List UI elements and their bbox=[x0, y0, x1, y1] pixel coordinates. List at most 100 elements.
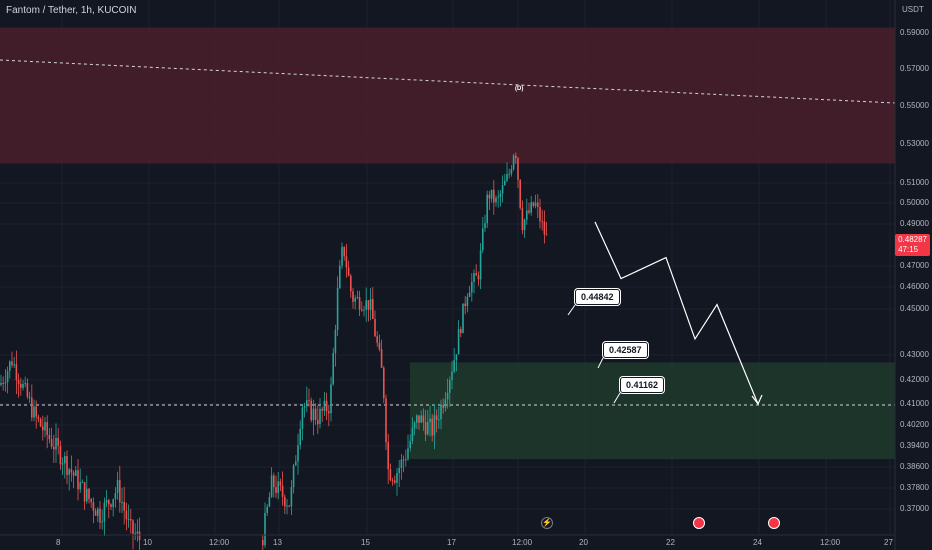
candle-body bbox=[515, 155, 517, 159]
candle-body bbox=[64, 455, 66, 464]
candle-body bbox=[534, 202, 537, 206]
candle-body bbox=[369, 299, 372, 310]
candle-body bbox=[405, 459, 407, 461]
price-tick-label: 0.57000 bbox=[900, 64, 929, 73]
price-tick-label: 0.40200 bbox=[900, 420, 929, 429]
candle-body bbox=[433, 415, 436, 436]
time-tick-label: 13 bbox=[273, 538, 282, 547]
resistance-zone bbox=[0, 27, 895, 164]
candle-body bbox=[347, 267, 350, 276]
candle-body bbox=[523, 219, 526, 231]
candle-body bbox=[372, 299, 374, 319]
candle-body bbox=[97, 508, 99, 516]
wave-label: (D) bbox=[515, 86, 524, 92]
projection-path bbox=[594, 221, 759, 405]
candle-body bbox=[435, 415, 438, 420]
price-tick-label: 0.41000 bbox=[900, 399, 929, 408]
candle-body bbox=[330, 384, 332, 414]
time-tick-label: 20 bbox=[579, 538, 588, 547]
price-callout-2[interactable]: 0.42587 bbox=[603, 342, 648, 358]
candle-body bbox=[286, 505, 288, 507]
us-flag-icon[interactable] bbox=[768, 517, 780, 529]
candle-body bbox=[402, 459, 405, 461]
us-flag-icon[interactable] bbox=[693, 517, 705, 529]
candle-body bbox=[477, 275, 480, 280]
candle-body bbox=[275, 487, 277, 494]
lightning-icon[interactable]: ⚡ bbox=[541, 517, 553, 529]
callout-leader bbox=[567, 304, 576, 316]
candle-body bbox=[66, 455, 68, 475]
descending-trend-line bbox=[0, 59, 896, 104]
candle-body bbox=[99, 508, 101, 523]
candle-body bbox=[37, 416, 40, 419]
candle-body bbox=[409, 440, 411, 449]
candle-body bbox=[61, 463, 64, 465]
price-callout-3[interactable]: 0.41162 bbox=[620, 377, 665, 393]
candle-body bbox=[510, 169, 513, 174]
price-tick-label: 0.46000 bbox=[900, 282, 929, 291]
candle-body bbox=[101, 521, 103, 523]
candle-body bbox=[31, 397, 33, 418]
candle-body bbox=[127, 519, 130, 521]
candle-body bbox=[290, 487, 293, 507]
candle-body bbox=[334, 329, 337, 353]
candle-body bbox=[92, 502, 95, 511]
price-tick-label: 0.42000 bbox=[900, 375, 929, 384]
candle-body bbox=[532, 202, 535, 206]
price-tick-label: 0.51000 bbox=[900, 178, 929, 187]
candle-body bbox=[424, 422, 427, 435]
candle-body bbox=[264, 512, 266, 546]
candle-body bbox=[336, 288, 339, 330]
candle-body bbox=[361, 309, 363, 311]
candle-body bbox=[501, 185, 504, 194]
candle-body bbox=[512, 155, 515, 170]
candle-body bbox=[268, 497, 271, 507]
candle-body bbox=[110, 504, 112, 507]
candle-body bbox=[281, 485, 284, 497]
candle-body bbox=[266, 506, 268, 513]
candle-body bbox=[321, 408, 323, 411]
candle-body bbox=[301, 407, 304, 429]
candle-body bbox=[284, 496, 286, 507]
candle-body bbox=[79, 482, 81, 490]
candle-body bbox=[537, 202, 539, 207]
countdown: 47:15 bbox=[898, 245, 919, 254]
candle-body bbox=[479, 250, 482, 280]
candle-body bbox=[422, 415, 425, 423]
candle-body bbox=[378, 342, 381, 350]
candle-body bbox=[471, 281, 473, 293]
candle-body bbox=[486, 194, 488, 224]
candle-body bbox=[75, 470, 77, 476]
candle-body bbox=[521, 207, 524, 231]
candle-body bbox=[383, 367, 385, 399]
candle-body bbox=[53, 446, 55, 450]
candle-body bbox=[299, 428, 301, 446]
candle-body bbox=[44, 422, 46, 431]
price-tick-label: 0.38600 bbox=[900, 462, 929, 471]
candle-body bbox=[488, 194, 491, 199]
candle-body bbox=[363, 309, 365, 311]
price-tick-label: 0.50000 bbox=[900, 198, 929, 207]
candle-body bbox=[2, 382, 4, 384]
candle-body bbox=[385, 398, 387, 443]
candle-body bbox=[9, 361, 11, 371]
candle-body bbox=[352, 291, 354, 302]
candle-body bbox=[391, 480, 394, 482]
candle-body bbox=[339, 265, 341, 289]
candle-body bbox=[350, 275, 352, 292]
candle-body bbox=[119, 480, 121, 503]
candle-body bbox=[103, 502, 106, 522]
candle-body bbox=[136, 531, 139, 534]
price-tick-label: 0.37800 bbox=[900, 483, 929, 492]
callout-leader bbox=[597, 357, 604, 369]
candle-body bbox=[473, 273, 475, 282]
candle-body bbox=[277, 481, 279, 494]
candle-body bbox=[464, 303, 466, 307]
last-price: 0.48287 bbox=[898, 235, 927, 244]
price-callout-1[interactable]: 0.44842 bbox=[575, 289, 620, 305]
candle-body bbox=[68, 469, 70, 475]
currency-label: USDT bbox=[902, 5, 924, 14]
candle-body bbox=[314, 408, 317, 420]
candle-body bbox=[35, 406, 37, 417]
